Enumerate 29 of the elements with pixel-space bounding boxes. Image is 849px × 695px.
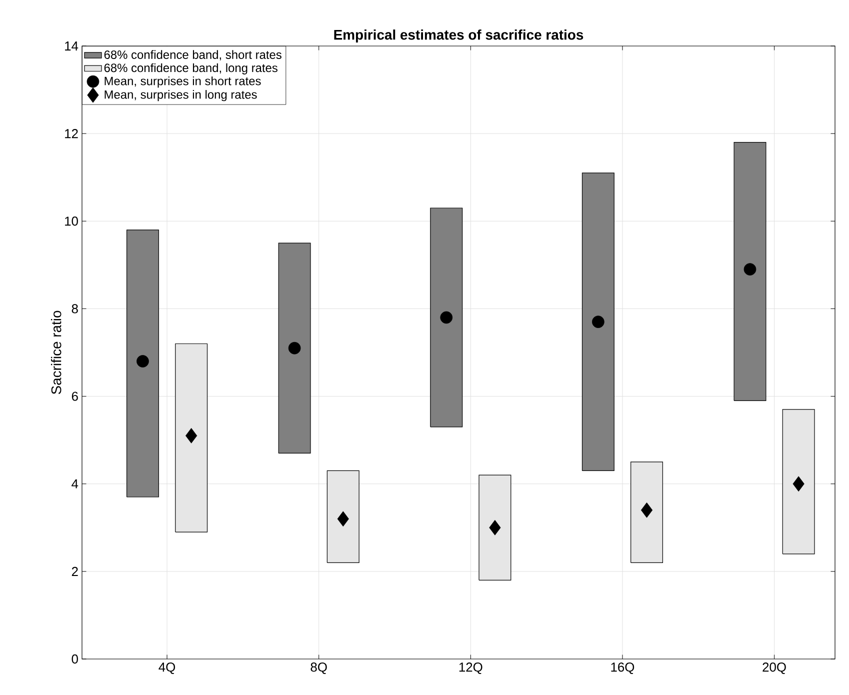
y-axis-title: Sacrifice ratio [50, 310, 62, 394]
legend-label: 68% confidence band, short rates [104, 50, 282, 60]
y-tick-label: 6 [72, 392, 78, 401]
y-tick-label: 14 [65, 42, 78, 50]
x-tick-label: 16Q [611, 662, 634, 674]
bar [175, 343, 208, 532]
x-tick-label: 20Q [762, 662, 786, 674]
bar [126, 230, 159, 498]
legend-label: Mean, surprises in long rates [104, 90, 257, 102]
bar [430, 208, 463, 428]
x-tick-label: 4Q [158, 662, 176, 674]
legend-label: Mean, surprises in short rates [104, 76, 261, 88]
y-tick-label: 10 [65, 216, 78, 226]
y-tick-label: 0 [72, 654, 78, 664]
bar [278, 242, 311, 454]
legend-label: 68% confidence band, long rates [104, 63, 278, 74]
bar [582, 172, 614, 472]
bar [326, 470, 360, 563]
y-tick-label: 8 [72, 304, 78, 314]
bar [734, 142, 766, 401]
x-tick-label: 12Q [459, 662, 482, 674]
bar [478, 474, 512, 580]
y-tick-label: 4 [72, 479, 78, 488]
y-tick-label: 12 [65, 129, 78, 138]
bar [630, 462, 663, 563]
x-tick-label: 8Q [310, 662, 327, 674]
y-tick-label: 2 [72, 566, 78, 576]
chart-title: Empirical estimates of sacrifice ratios [334, 29, 584, 42]
bar [782, 409, 815, 554]
